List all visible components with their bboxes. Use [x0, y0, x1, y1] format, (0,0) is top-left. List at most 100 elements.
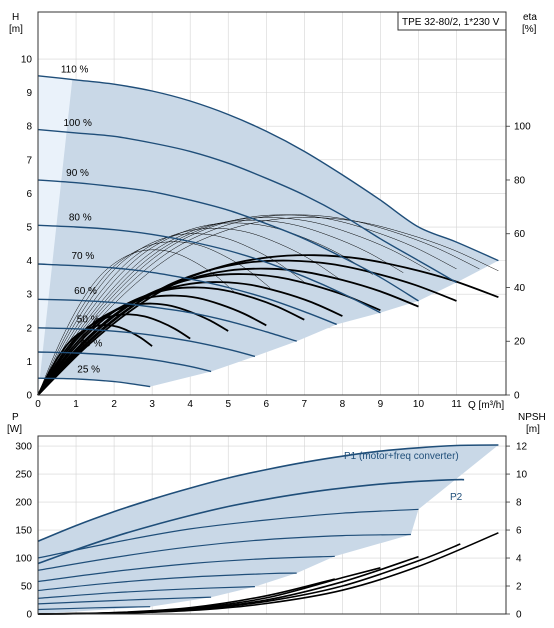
- power-area-fill: [38, 445, 499, 614]
- power-tick-label: 100: [15, 554, 32, 565]
- speed-labels: 110 % 100 % 90 % 80 % 70 % 60 % 50 % 40 % 25 %: [61, 65, 103, 376]
- power-axis-ticks: 0 50 100 150 200 250 300 0 2 4 6 8 10 12: [15, 442, 527, 621]
- eta-tick-label: 40: [514, 283, 526, 294]
- npsh-tick-label: 6: [516, 526, 522, 537]
- npsh-tick-label: 10: [516, 470, 528, 481]
- y-tick-label: 0: [26, 391, 32, 402]
- head-curve: [37, 263, 337, 326]
- y-tick-label: 3: [26, 290, 32, 301]
- x-tick-label: 11: [451, 399, 462, 410]
- power-speed-curve: [37, 533, 411, 571]
- eta-tick-label: 100: [514, 122, 531, 133]
- power-tick-label: 200: [15, 498, 32, 509]
- eta-tick-label: 0: [514, 391, 520, 402]
- head-axis-label-line2: [m]: [9, 24, 23, 35]
- x-tick-label: 1: [73, 399, 79, 410]
- efficiency-curve: [37, 281, 343, 396]
- speed-label: 60 %: [74, 286, 97, 297]
- x-tick-label: 2: [111, 399, 117, 410]
- efficiency-curve: [37, 217, 499, 396]
- eta-tick-label: 20: [514, 337, 526, 348]
- p2-series-label: P2: [450, 492, 463, 503]
- eta-tick-label: 80: [514, 175, 526, 186]
- efficiency-curve: [37, 222, 373, 396]
- head-curve: [37, 75, 499, 262]
- x-tick-label: 8: [340, 399, 346, 410]
- power-speed-curve: [37, 572, 297, 592]
- speed-label: 90 %: [66, 168, 89, 179]
- head-curve: [37, 351, 212, 373]
- min-flow-zone: [38, 75, 73, 395]
- npsh-tick-label: 0: [516, 610, 522, 621]
- eta-axis-label-line2: [%]: [522, 24, 537, 35]
- y-tick-label: 2: [26, 323, 32, 334]
- power-tick-label: 50: [21, 582, 33, 593]
- y-tick-label: 1: [26, 357, 32, 368]
- y-tick-label: 10: [21, 55, 33, 66]
- efficiency-curve: [37, 273, 381, 396]
- efficiency-curve: [37, 267, 419, 396]
- chart-title: TPE 32-80/2, 1*230 V: [402, 17, 500, 28]
- power-main-curves: [37, 444, 499, 565]
- head-efficiency-chart: 110 % 100 % 90 % 80 % 70 % 60 % 50 % 40 % 25 % 0…: [9, 11, 537, 411]
- efficiency-curves: [37, 214, 499, 396]
- efficiency-curve: [37, 217, 431, 396]
- power-npsh-chart: 0 50 100 150 200 250 300 0 2 4 6 8 10 12 P [W] NPSH […: [7, 412, 546, 621]
- head-curve: [37, 128, 457, 284]
- speed-label: 70 %: [71, 251, 94, 262]
- npsh-tick-label: 8: [516, 498, 522, 509]
- npsh-axis-label-line1: NPSH: [518, 412, 546, 423]
- power-speed-curve: [37, 508, 419, 559]
- x-tick-label: 9: [378, 399, 384, 410]
- y-tick-label: 9: [26, 88, 32, 99]
- npsh-tick-label: 2: [516, 582, 522, 593]
- speed-label: 110 %: [61, 65, 89, 76]
- speed-label: 40 %: [79, 339, 102, 350]
- y-tick-label: 4: [26, 256, 32, 267]
- npsh-axis-label-line2: [m]: [526, 424, 540, 435]
- x-tick-label: 7: [302, 399, 308, 410]
- operating-area-fill: [38, 75, 499, 396]
- npsh-tick-label: 12: [516, 442, 528, 453]
- operating-area: [38, 75, 499, 396]
- x-tick-label: 6: [264, 399, 270, 410]
- efficiency-curve: [37, 259, 457, 396]
- x-tick-label: 10: [413, 399, 425, 410]
- eta-axis-label-line1: eta: [523, 12, 537, 23]
- efficiency-curve: [37, 294, 267, 396]
- head-curve: [37, 298, 297, 342]
- y-tick-label: 5: [26, 223, 32, 234]
- x-tick-label: 4: [187, 399, 193, 410]
- power-speed-curve: [37, 606, 151, 611]
- efficiency-curve: [37, 241, 271, 396]
- power-plot-frame: [37, 435, 507, 615]
- head-curve: [37, 377, 151, 388]
- efficiency-curve: [37, 286, 305, 396]
- power-speed-curve: [37, 596, 212, 605]
- chart-title-box: [397, 11, 507, 31]
- power-tick-label: 0: [26, 610, 32, 621]
- npsh-curves: [37, 532, 499, 615]
- efficiency-curve: [37, 219, 404, 396]
- power-tick-label: 250: [15, 470, 32, 481]
- p1-curve: [37, 444, 499, 542]
- x-tick-label: 5: [225, 399, 231, 410]
- npsh-tick-label: 4: [516, 554, 522, 565]
- speed-label: 25 %: [77, 365, 100, 376]
- head-curve: [37, 224, 381, 314]
- power-speed-curve: [37, 586, 255, 599]
- speed-label: 50 %: [77, 315, 100, 326]
- head-axis-label-line1: H: [12, 12, 19, 23]
- efficiency-curve: [37, 228, 339, 396]
- speed-label: 80 %: [69, 213, 92, 224]
- p2-curve: [37, 478, 465, 565]
- power-speed-curves: [37, 508, 419, 611]
- x-tick-label: 3: [149, 399, 155, 410]
- y-tick-label: 8: [26, 122, 32, 133]
- power-axis-label-line1: P: [12, 412, 19, 423]
- flow-axis-label: Q [m³/h]: [468, 400, 504, 411]
- speed-label: 100 %: [63, 118, 91, 129]
- p1-series-label: P1 (motor+freq converter): [344, 451, 459, 462]
- power-operating-area: [38, 445, 499, 614]
